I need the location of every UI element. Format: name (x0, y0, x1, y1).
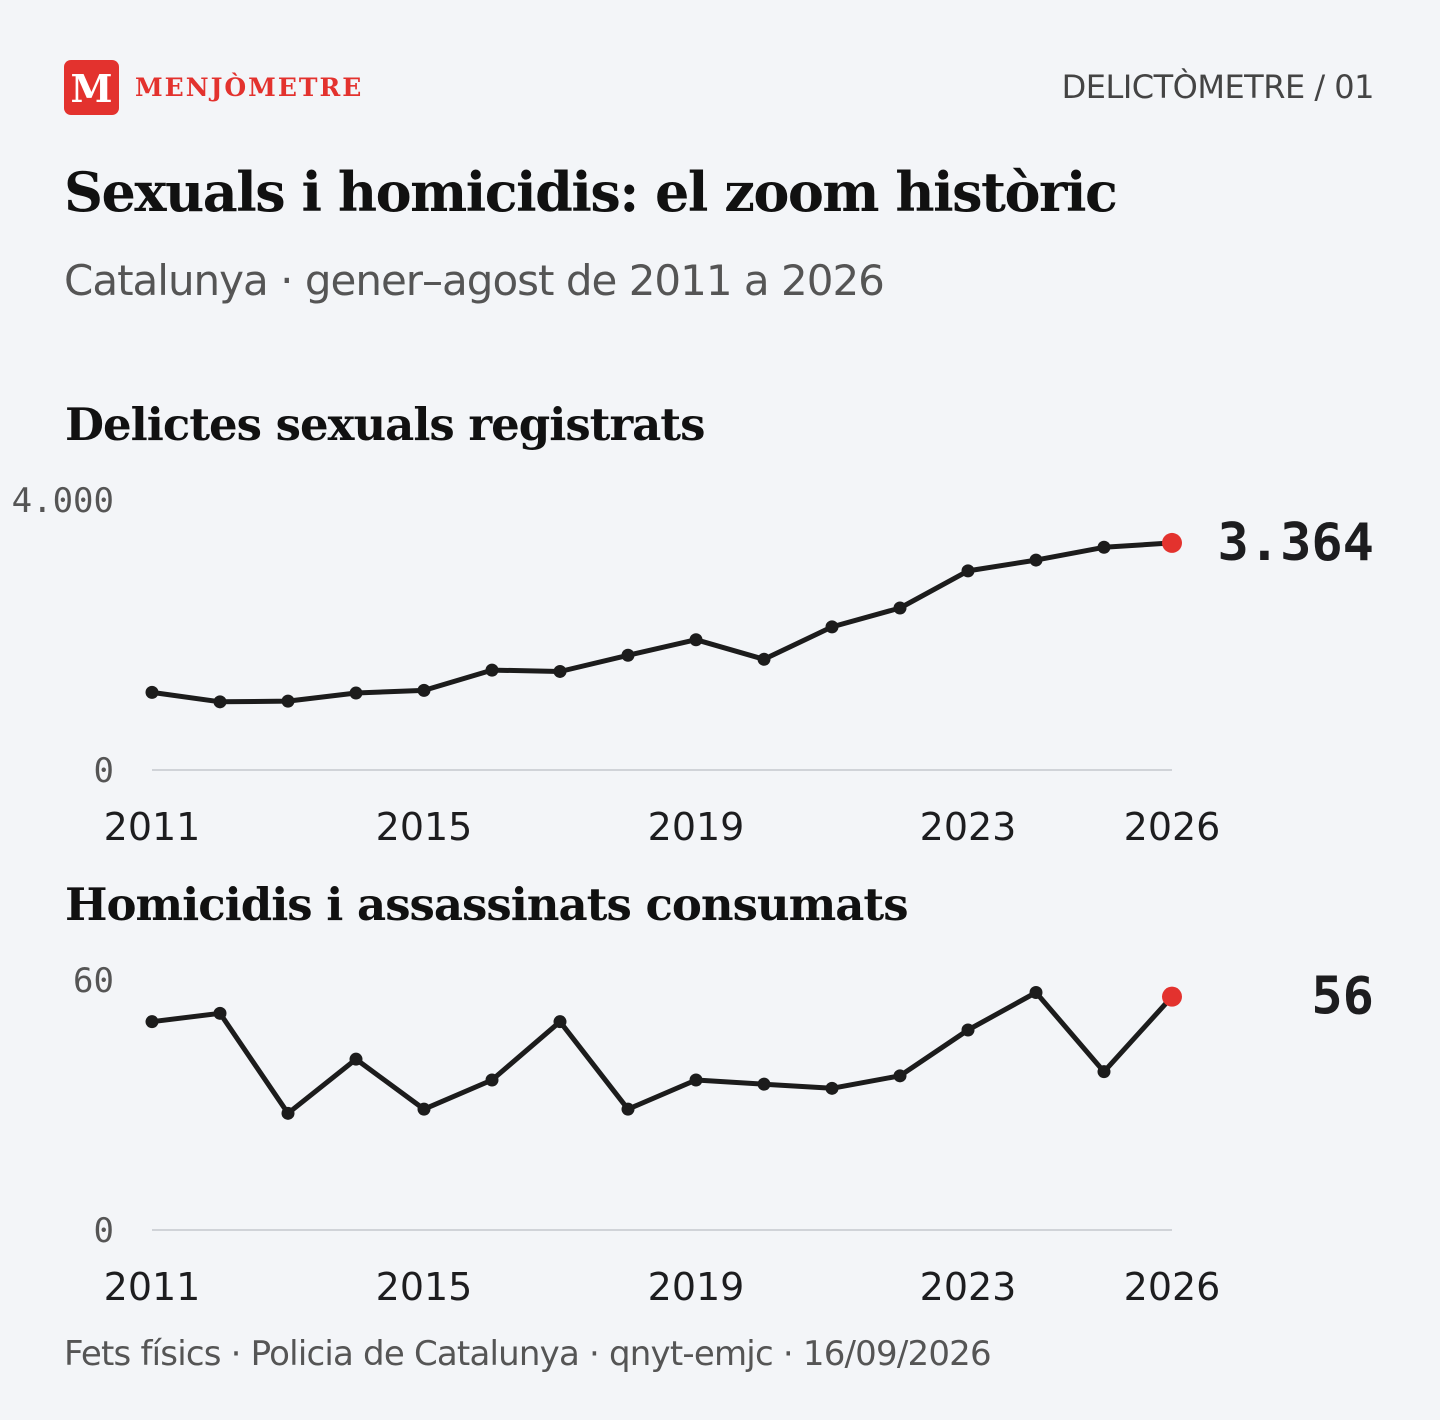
data-point (1097, 540, 1111, 554)
data-point (961, 1023, 975, 1037)
data-point (145, 685, 159, 699)
x-tick-label: 2019 (648, 805, 745, 849)
last-data-point (1162, 532, 1182, 553)
data-point (825, 620, 839, 634)
brand-logo: M MENJÒMETRE (64, 60, 363, 115)
data-point (145, 1015, 159, 1029)
brand-mark-icon: M (64, 60, 119, 115)
series-line (149, 540, 1175, 705)
x-tick-label: 2011 (104, 1265, 201, 1309)
x-tick-label: 2026 (1124, 1265, 1221, 1309)
data-point (757, 652, 771, 666)
y-tick-label: 4.000 (12, 481, 114, 521)
data-point (1029, 553, 1043, 567)
data-point (961, 564, 975, 578)
data-point (893, 1069, 907, 1083)
data-point (417, 1102, 431, 1116)
data-point (485, 663, 499, 677)
page-title: Sexuals i homicidis: el zoom històric (64, 160, 1118, 224)
x-tick-label: 2011 (104, 805, 201, 849)
data-point (621, 1102, 635, 1116)
y-tick-label: 0 (94, 751, 114, 791)
data-point (689, 633, 703, 647)
series-tag: DELICTÒMETRE / 01 (1061, 68, 1375, 106)
last-value-label: 3.364 (1217, 513, 1374, 573)
data-point (417, 683, 431, 697)
x-tick-label: 2023 (920, 1265, 1017, 1309)
data-point (553, 1015, 567, 1029)
last-data-point (1162, 986, 1182, 1007)
series-line (149, 990, 1175, 1116)
chart-title: Homicidis i assassinats consumats (65, 878, 908, 931)
data-point (281, 694, 295, 708)
x-tick-label: 2023 (920, 805, 1017, 849)
y-tick-label: 0 (94, 1211, 114, 1251)
data-point (485, 1073, 499, 1087)
data-point (281, 1106, 295, 1120)
data-point (213, 695, 227, 709)
chart-title: Delictes sexuals registrats (65, 398, 704, 451)
data-point (825, 1081, 839, 1095)
data-point (757, 1077, 771, 1091)
data-point (553, 664, 567, 678)
last-value-label: 56 (1311, 967, 1374, 1027)
x-tick-label: 2015 (376, 1265, 473, 1309)
data-point (893, 601, 907, 615)
data-point (349, 1052, 363, 1066)
page-subtitle: Catalunya · gener–agost de 2011 a 2026 (64, 256, 885, 305)
data-point (1097, 1065, 1111, 1079)
data-point (213, 1006, 227, 1020)
x-tick-label: 2026 (1124, 805, 1221, 849)
data-point (1029, 986, 1043, 999)
footer-source: Fets físics · Policia de Catalunya · qny… (64, 1334, 992, 1374)
x-tick-label: 2015 (376, 805, 473, 849)
data-point (621, 648, 635, 662)
brand-name: MENJÒMETRE (135, 73, 364, 102)
x-tick-label: 2019 (648, 1265, 745, 1309)
data-point (689, 1073, 703, 1087)
y-tick-label: 60 (73, 961, 114, 1001)
data-point (349, 686, 363, 700)
